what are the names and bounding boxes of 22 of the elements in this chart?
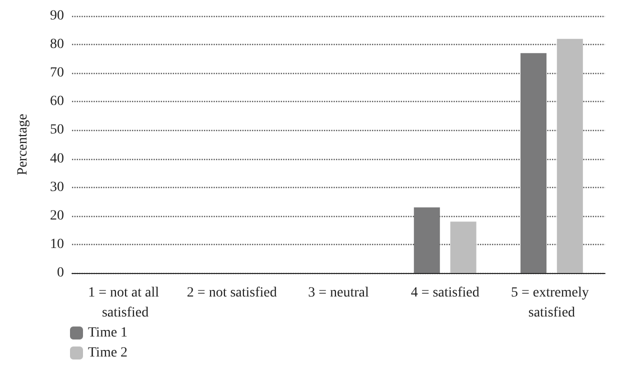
y-axis-title: Percentage xyxy=(16,114,30,176)
y-tick-label: 90 xyxy=(50,8,64,24)
y-tick-label: 10 xyxy=(50,236,64,252)
x-tick-label: 4 = satisfied xyxy=(410,286,480,300)
legend-label: Time 2 xyxy=(88,346,128,360)
bar xyxy=(520,53,546,273)
y-tick-label: 30 xyxy=(50,180,64,195)
x-tick-label: 5 = extremely satisfied xyxy=(511,286,592,320)
bar xyxy=(450,222,476,273)
bar xyxy=(556,38,583,273)
legend-label: Time 1 xyxy=(88,326,128,340)
y-tick-label: 0 xyxy=(57,266,64,280)
x-tick-label: 3 = neutral xyxy=(308,286,369,300)
y-tick-label: 20 xyxy=(50,208,64,224)
x-tick-label: 2 = not satisfied xyxy=(186,286,277,300)
y-tick-label: 70 xyxy=(50,66,64,81)
y-tick-label: 80 xyxy=(50,37,64,52)
y-tick-label: 50 xyxy=(50,122,64,138)
bar xyxy=(414,207,440,273)
y-tick-label: 60 xyxy=(50,94,64,110)
x-tick-label: 1 = not at all satisfied xyxy=(88,286,162,320)
y-tick-label: 40 xyxy=(50,151,64,166)
